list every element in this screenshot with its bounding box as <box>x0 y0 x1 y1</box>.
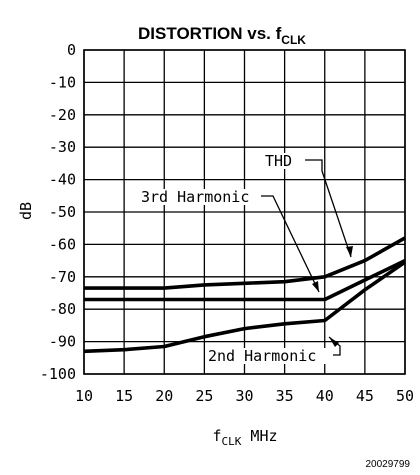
y-tick-label: -100 <box>40 365 76 383</box>
y-tick-label: -10 <box>49 73 76 91</box>
y-tick-label: -30 <box>49 138 76 156</box>
annotation-3rd-harmonic-label: 3rd Harmonic <box>141 188 249 206</box>
x-tick-label: 35 <box>276 387 294 405</box>
x-tick-label: 30 <box>235 387 253 405</box>
x-tick-label: 40 <box>316 387 334 405</box>
series-line-3rd-harmonic <box>84 258 406 302</box>
annotation-3rd-harmonic: 3rd Harmonic <box>138 188 320 293</box>
y-axis-label: dB <box>17 202 35 220</box>
annotation-2nd-harmonic-label: 2nd Harmonic <box>208 347 316 365</box>
annotation-2nd-harmonic: 2nd Harmonic <box>206 336 341 365</box>
x-tick-label: 15 <box>115 387 133 405</box>
series-line-2nd-harmonic <box>83 260 407 354</box>
y-tick-label: -90 <box>49 333 76 351</box>
series-line-thd <box>84 236 406 290</box>
y-tick-label: -60 <box>49 235 76 253</box>
y-tick-label: -50 <box>49 203 76 221</box>
x-tick-label: 10 <box>75 387 93 405</box>
y-tick-label: -20 <box>49 106 76 124</box>
chart-title: DISTORTION vs. fCLK <box>138 24 306 47</box>
x-tick-label: 45 <box>356 387 374 405</box>
plot-border <box>83 49 406 375</box>
plot-grid <box>83 49 406 375</box>
annotation-thd-label: THD <box>265 152 292 170</box>
series-lines <box>83 236 407 354</box>
y-tick-label: 0 <box>67 41 76 59</box>
x-tick-labels: 10 15 20 25 30 35 40 45 50 <box>75 387 414 405</box>
y-tick-labels: 0 -10 -20 -30 -40 -50 -60 -70 -80 -90 -100 <box>40 41 76 383</box>
y-tick-label: -70 <box>49 268 76 286</box>
x-axis-label: fCLK MHz <box>212 427 277 448</box>
figure-number: 20029799 <box>366 459 411 470</box>
x-tick-label: 25 <box>195 387 213 405</box>
x-tick-label: 20 <box>155 387 173 405</box>
y-tick-label: -40 <box>49 171 76 189</box>
x-tick-label: 50 <box>396 387 414 405</box>
y-tick-label: -80 <box>49 300 76 318</box>
annotation-thd: THD <box>262 152 353 258</box>
